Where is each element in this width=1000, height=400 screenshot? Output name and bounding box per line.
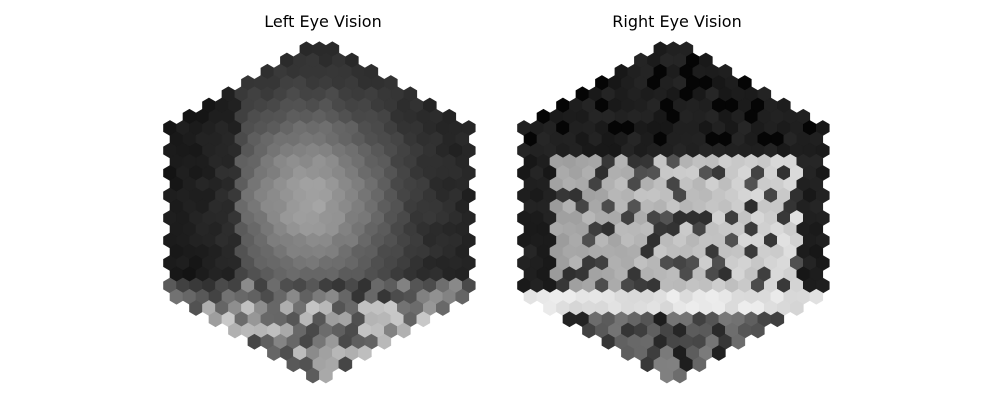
hex-cell [712, 345, 726, 361]
hex-cell [377, 333, 392, 350]
hex-cell [416, 311, 431, 328]
left-eye-title: Left Eye Vision [264, 12, 382, 31]
hex-cell [731, 333, 746, 350]
hex-cell [338, 356, 353, 373]
hex-cell [809, 288, 824, 305]
hex-cell [435, 300, 450, 316]
right-eye-title: Right Eye Vision [612, 12, 742, 31]
hex-cell [789, 300, 804, 316]
right-eye-hexbin [517, 41, 830, 384]
hex-cell [673, 367, 687, 384]
hex-cell [770, 311, 785, 328]
hex-cell [319, 367, 333, 384]
hex-cell [751, 322, 765, 339]
hex-cell [397, 322, 411, 339]
hex-cell [455, 288, 470, 305]
left-eye-hexbin [163, 41, 476, 384]
hex-cell [692, 356, 707, 373]
hex-cell [358, 345, 372, 361]
